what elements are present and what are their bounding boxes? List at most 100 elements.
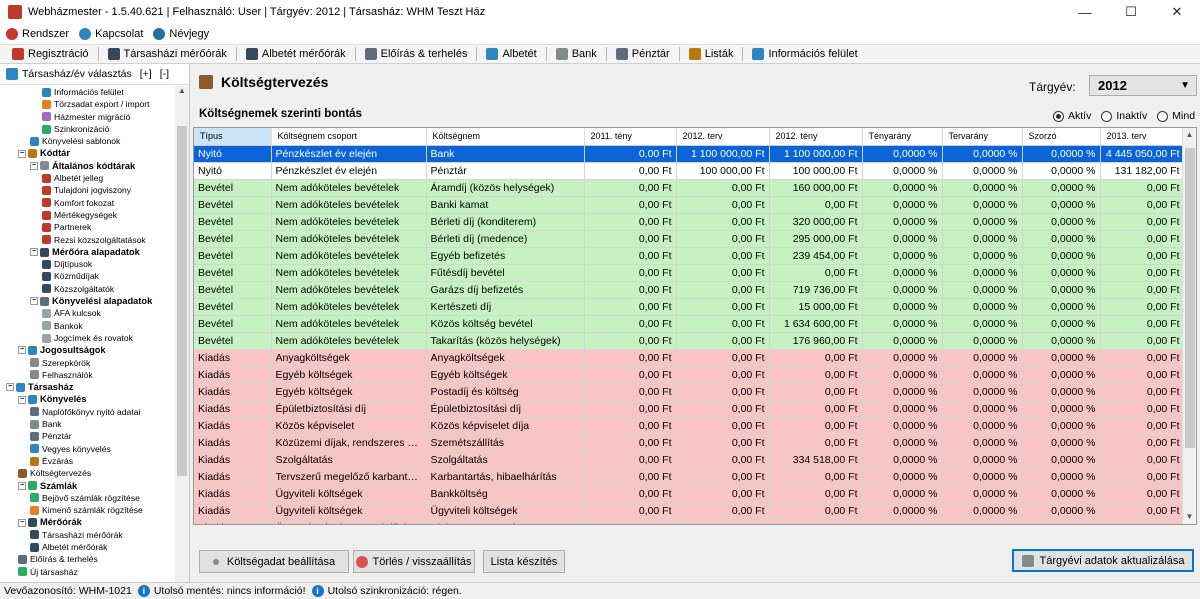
cell-koltsegnem-csoport[interactable]: Nem adóköteles bevételek <box>271 213 427 231</box>
collapse-toggle-icon[interactable]: − <box>18 149 26 158</box>
tree-item-konyvelesi-sablonok[interactable]: Könyvelési sablonok <box>0 135 176 147</box>
cell-2013-terv[interactable]: 0,00 Ft <box>1100 196 1185 214</box>
cell-2012-teny[interactable]: 160 000,00 Ft <box>769 179 863 197</box>
tree-item-hazmester-migracio[interactable]: Házmester migráció <box>0 111 176 123</box>
cell-2013-terv[interactable]: 0,00 Ft <box>1100 213 1185 231</box>
cell-2012-terv[interactable]: 0,00 Ft <box>676 434 770 452</box>
cell-tipus[interactable]: Bevétel <box>194 247 272 265</box>
cell-tenyarany[interactable]: 0,0000 % <box>862 451 943 469</box>
cell-2012-terv[interactable]: 0,00 Ft <box>676 230 770 248</box>
toolbar-button-eloiras-terheles[interactable]: Előírás & terhelés <box>359 48 474 60</box>
cell-tervarany[interactable]: 0,0000 % <box>942 451 1023 469</box>
maximize-button[interactable]: ☐ <box>1125 4 1137 19</box>
table-row[interactable]: Bevétel Nem adóköteles bevételek Garázs dí… <box>194 281 1185 299</box>
tree-item-rezsi-kozszolgaltatasok[interactable]: Rezsi közszolgáltatások <box>0 234 176 246</box>
cell-koltsegnem[interactable]: Bérleti díj (konditerem) <box>426 213 585 231</box>
cell-2011-teny[interactable]: 0,00 Ft <box>584 485 677 503</box>
cell-szorzo[interactable]: 0,0000 % <box>1022 366 1101 384</box>
expand-all-button[interactable]: [+] <box>139 68 152 80</box>
table-row[interactable]: Kiadás Tervszerű megelőző karbantar... Kar… <box>194 468 1185 486</box>
cell-szorzo[interactable]: 0,0000 % <box>1022 247 1101 265</box>
toolbar-button-albetet[interactable]: Albetét <box>480 48 542 60</box>
cell-2012-terv[interactable]: 0,00 Ft <box>676 213 770 231</box>
cell-tenyarany[interactable]: 0,0000 % <box>862 179 943 197</box>
cell-2012-teny[interactable]: 0,00 Ft <box>769 519 863 524</box>
cell-tenyarany[interactable]: 0,0000 % <box>862 519 943 524</box>
cell-2012-terv[interactable]: 0,00 Ft <box>676 485 770 503</box>
cell-2012-terv[interactable]: 0,00 Ft <box>676 349 770 367</box>
cell-tervarany[interactable]: 0,0000 % <box>942 315 1023 333</box>
cell-koltsegnem-csoport[interactable]: Pénzkészlet év elején <box>271 162 427 180</box>
cell-2013-terv[interactable]: 0,00 Ft <box>1100 519 1185 524</box>
column-header-2013-terv[interactable]: 2013. terv <box>1100 128 1185 146</box>
tree-scrollbar[interactable]: ▲ <box>175 86 189 582</box>
cell-2012-teny[interactable]: 334 518,00 Ft <box>769 451 863 469</box>
cell-tipus[interactable]: Nyitó <box>194 145 272 163</box>
cell-2012-terv[interactable]: 0,00 Ft <box>676 264 770 282</box>
cell-2012-terv[interactable]: 1 100 000,00 Ft <box>676 145 770 163</box>
cell-koltsegnem-csoport[interactable]: Közös képviselet <box>271 417 427 435</box>
cell-2012-teny[interactable]: 0,00 Ft <box>769 383 863 401</box>
tree-item-konyveles[interactable]: − Könyvelés <box>0 393 176 405</box>
cell-2012-terv[interactable]: 0,00 Ft <box>676 400 770 418</box>
cell-tervarany[interactable]: 0,0000 % <box>942 264 1023 282</box>
tree-item-koltsegtervezes[interactable]: Költségtervezés <box>0 467 176 479</box>
set-cost-button[interactable]: Költségadat beállítása <box>199 550 349 573</box>
cell-2012-terv[interactable]: 0,00 Ft <box>676 298 770 316</box>
table-row[interactable]: Kiadás Közüzemi díjak, rendszeres köl... S… <box>194 434 1185 452</box>
cell-szorzo[interactable]: 0,0000 % <box>1022 417 1101 435</box>
cell-2012-teny[interactable]: 0,00 Ft <box>769 485 863 503</box>
tree-item-partnerek[interactable]: Partnerek <box>0 221 176 233</box>
table-row[interactable]: Kiadás Közös képviselet Közös képviselet d… <box>194 417 1185 435</box>
scroll-down-arrow-icon[interactable]: ▼ <box>1185 512 1194 521</box>
cell-2012-terv[interactable]: 0,00 Ft <box>676 281 770 299</box>
cell-tenyarany[interactable]: 0,0000 % <box>862 349 943 367</box>
cell-tipus[interactable]: Kiadás <box>194 383 272 401</box>
cell-2011-teny[interactable]: 0,00 Ft <box>584 417 677 435</box>
cell-2011-teny[interactable]: 0,00 Ft <box>584 230 677 248</box>
cell-2012-terv[interactable]: 0,00 Ft <box>676 179 770 197</box>
cell-koltsegnem-csoport[interactable]: Nem adóköteles bevételek <box>271 179 427 197</box>
cell-2013-terv[interactable]: 0,00 Ft <box>1100 247 1185 265</box>
tree-item-felhasznalok[interactable]: Felhasználók <box>0 369 176 381</box>
cell-koltsegnem-csoport[interactable]: Pénzkészlet év elején <box>271 145 427 163</box>
cell-tervarany[interactable]: 0,0000 % <box>942 383 1023 401</box>
cell-tenyarany[interactable]: 0,0000 % <box>862 145 943 163</box>
cell-tipus[interactable]: Bevétel <box>194 332 272 350</box>
menu-item-rendszer[interactable]: Rendszer <box>6 28 69 40</box>
cell-2013-terv[interactable]: 0,00 Ft <box>1100 264 1185 282</box>
cell-tenyarany[interactable]: 0,0000 % <box>862 298 943 316</box>
cell-koltsegnem[interactable]: Anyagköltségek <box>426 349 585 367</box>
tree-item-kodtar[interactable]: − Kódtár <box>0 147 176 159</box>
tree-item-jogcimek-es-rovatok[interactable]: Jogcímek és rovatok <box>0 332 176 344</box>
tree-item-dijtipusok[interactable]: Díjtípusok <box>0 258 176 270</box>
cell-koltsegnem[interactable]: Takarítás (közös helységek) <box>426 332 585 350</box>
cell-koltsegnem[interactable]: Ügyviteli költségek <box>426 502 585 520</box>
cell-szorzo[interactable]: 0,0000 % <box>1022 315 1101 333</box>
tree-item-informacios-felulet[interactable]: Információs felület <box>0 86 176 98</box>
table-row[interactable]: Kiadás Szolgáltatás Szolgáltatás 0,00 Ft 0,0… <box>194 451 1185 469</box>
grid-scrollbar[interactable]: ▲ ▼ <box>1182 128 1196 524</box>
cell-koltsegnem[interactable]: Egyéb befizetés <box>426 247 585 265</box>
cell-szorzo[interactable]: 0,0000 % <box>1022 400 1101 418</box>
collapse-all-button[interactable]: [-] <box>159 68 170 80</box>
cell-2011-teny[interactable]: 0,00 Ft <box>584 451 677 469</box>
cell-2012-teny[interactable]: 100 000,00 Ft <box>769 162 863 180</box>
cell-koltsegnem-csoport[interactable]: Nem adóköteles bevételek <box>271 332 427 350</box>
cell-tipus[interactable]: Bevétel <box>194 264 272 282</box>
scroll-up-arrow-icon[interactable]: ▲ <box>178 86 186 95</box>
cell-tenyarany[interactable]: 0,0000 % <box>862 196 943 214</box>
cell-koltsegnem-csoport[interactable]: Egyéb költségek <box>271 366 427 384</box>
cell-koltsegnem[interactable]: Szolgáltatás <box>426 451 585 469</box>
cell-2012-terv[interactable]: 0,00 Ft <box>676 196 770 214</box>
cell-2013-terv[interactable]: 0,00 Ft <box>1100 366 1185 384</box>
cell-2012-teny[interactable]: 320 000,00 Ft <box>769 213 863 231</box>
cell-2011-teny[interactable]: 0,00 Ft <box>584 281 677 299</box>
cell-tenyarany[interactable]: 0,0000 % <box>862 434 943 452</box>
delete-reset-button[interactable]: Törlés / visszaállítás <box>353 550 475 573</box>
tree-item-penztar[interactable]: Pénztár <box>0 430 176 442</box>
cell-koltsegnem-csoport[interactable]: Nem adóköteles bevételek <box>271 315 427 333</box>
cell-2012-teny[interactable]: 239 454,00 Ft <box>769 247 863 265</box>
grid-scroll-thumb[interactable] <box>1185 148 1195 448</box>
tree-item-kozmudijak[interactable]: Közműdíjak <box>0 270 176 282</box>
